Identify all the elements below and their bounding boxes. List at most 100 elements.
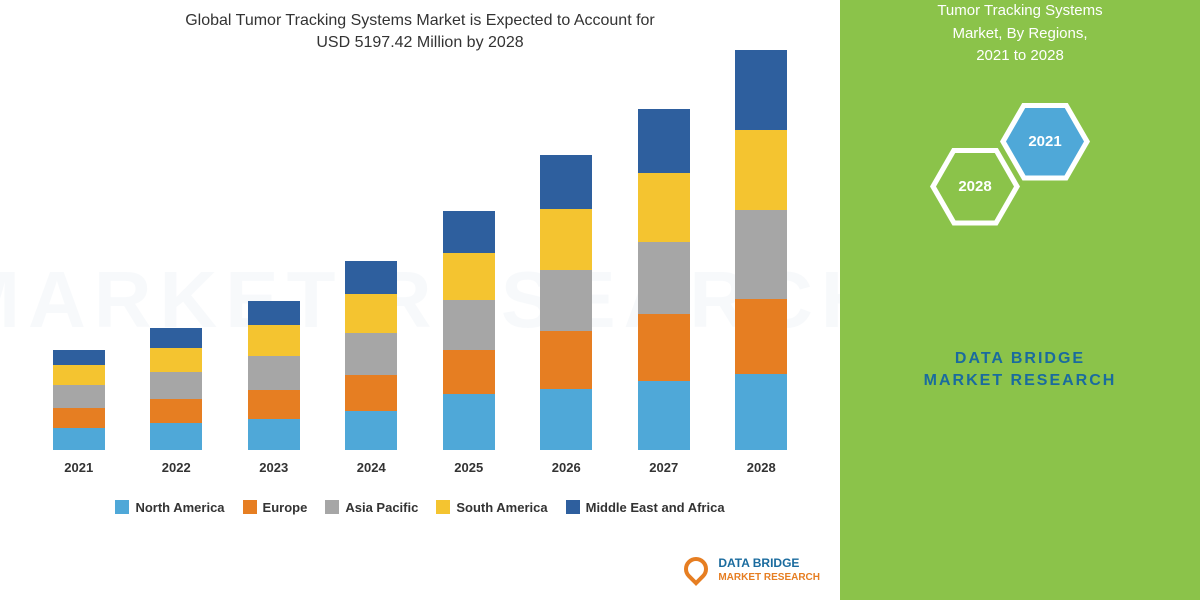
bar-segment [248,356,300,389]
hexagon-group: 2021 2028 [860,98,1180,298]
bar-segment [53,365,105,385]
right-title-line2: Market, By Regions, [952,25,1087,42]
bar-segment [248,325,300,356]
legend-swatch [115,500,129,514]
bar-segment [540,331,592,389]
bar-segment [638,381,690,450]
bar-segment [735,299,787,375]
bar-segment [248,301,300,325]
logo-icon [680,555,710,585]
bar-segment [735,210,787,299]
bar-segment [638,173,690,242]
bar-group: 2025 [426,211,512,475]
bar-segment [540,155,592,208]
legend-item: Asia Pacific [325,500,418,515]
bar-segment [443,394,495,450]
bar-label: 2022 [162,460,191,475]
bar-label: 2026 [552,460,581,475]
footer-logo-text: DATA BRIDGE MARKET RESEARCH [718,557,820,583]
legend-label: Asia Pacific [345,500,418,515]
bar-stack [638,109,690,450]
bar-segment [735,50,787,130]
bar-segment [150,328,202,348]
legend-label: South America [456,500,547,515]
bar-label: 2025 [454,460,483,475]
bar-label: 2027 [649,460,678,475]
bar-group: 2027 [621,109,707,475]
bar-group: 2026 [523,155,609,474]
bar-segment [150,399,202,423]
bar-segment [248,390,300,419]
bar-segment [345,333,397,375]
legend-label: Middle East and Africa [586,500,725,515]
bar-segment [443,300,495,350]
chart-title-line1: Global Tumor Tracking Systems Market is … [185,12,655,29]
legend-item: Middle East and Africa [566,500,725,515]
bar-segment [53,385,105,407]
bar-segment [53,428,105,450]
footer-logo: DATA BRIDGE MARKET RESEARCH [680,555,820,585]
bar-stack [540,155,592,449]
bar-stack [150,328,202,450]
right-title-line3: 2021 to 2028 [976,47,1064,64]
bar-segment [53,408,105,428]
right-panel-title: Tumor Tracking Systems Market, By Region… [860,0,1180,68]
bar-segment [735,130,787,210]
brand-text: DATA BRIDGE MARKET RESEARCH [860,348,1180,393]
bar-segment [345,411,397,450]
chart-title-line2: USD 5197.42 Million by 2028 [316,34,523,51]
bar-segment [443,253,495,300]
bar-segment [638,109,690,173]
bar-segment [150,372,202,399]
bar-segment [53,350,105,366]
brand-line1: DATA BRIDGE [955,350,1085,367]
bar-stack [345,261,397,450]
bar-segment [540,209,592,270]
brand-line2: MARKET RESEARCH [924,372,1117,389]
bar-segment [540,389,592,450]
legend-swatch [566,500,580,514]
bar-label: 2024 [357,460,386,475]
legend-item: Europe [243,500,308,515]
right-panel: Tumor Tracking Systems Market, By Region… [840,0,1200,600]
legend-label: North America [135,500,224,515]
bar-stack [53,350,105,450]
bar-label: 2023 [259,460,288,475]
bar-segment [150,423,202,450]
bar-segment [345,261,397,294]
bar-label: 2028 [747,460,776,475]
main-container: MARKET RESEARCH Global Tumor Tracking Sy… [0,0,1200,600]
bar-group: 2021 [36,350,122,475]
bar-segment [443,350,495,394]
bar-group: 2023 [231,301,317,475]
bar-group: 2024 [328,261,414,475]
bar-label: 2021 [64,460,93,475]
footer-logo-primary: DATA BRIDGE [718,556,799,570]
legend-item: North America [115,500,224,515]
bar-group: 2028 [718,50,804,475]
chart-title: Global Tumor Tracking Systems Market is … [20,10,820,55]
bar-segment [735,374,787,450]
footer-logo-secondary: MARKET RESEARCH [718,572,820,583]
bar-segment [150,348,202,372]
chart-area: MARKET RESEARCH Global Tumor Tracking Sy… [0,0,840,600]
hexagon-2028: 2028 [930,148,1020,226]
bar-stack [443,211,495,450]
legend-item: South America [436,500,547,515]
chart-body: 2021 2022 2023 2024 2025 2026 2027 2028 [20,75,820,475]
bar-segment [248,419,300,450]
legend-swatch [436,500,450,514]
bar-stack [248,301,300,450]
hexagon-2021-label: 2021 [1006,108,1084,176]
bar-segment [443,211,495,253]
right-title-line1: Tumor Tracking Systems [937,2,1102,19]
bar-segment [345,375,397,411]
bar-segment [638,242,690,314]
bar-segment [345,294,397,333]
bar-segment [638,314,690,381]
legend: North America Europe Asia Pacific South Ame… [20,500,820,515]
legend-swatch [325,500,339,514]
bar-segment [540,270,592,331]
hexagon-2021: 2021 [1000,103,1090,181]
legend-label: Europe [263,500,308,515]
